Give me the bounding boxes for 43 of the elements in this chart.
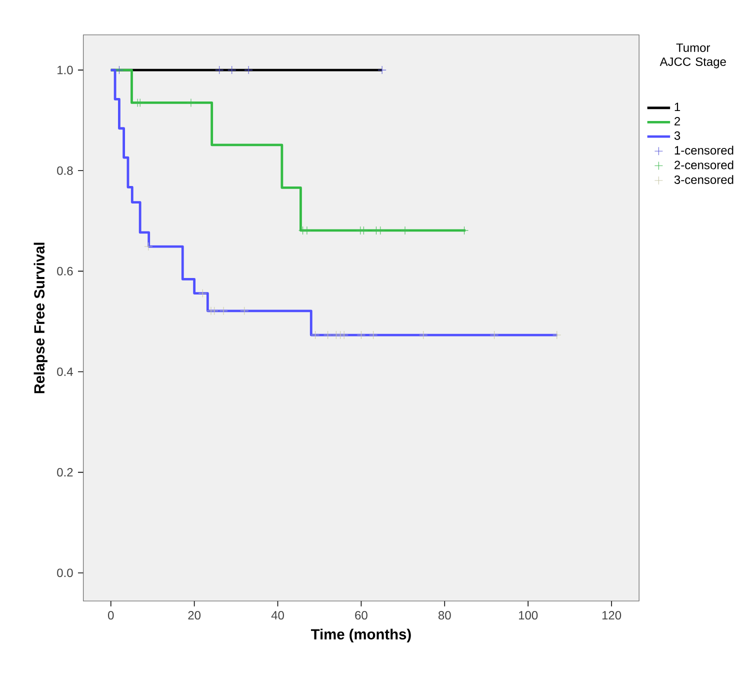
x-axis-title: Time (months) <box>310 628 411 642</box>
x-tick-label: 60 <box>355 611 368 620</box>
legend-label: 2 <box>674 116 680 126</box>
point <box>219 306 228 316</box>
legend-label: 3-censored <box>674 175 734 184</box>
x-tick-label: 0 <box>108 611 114 620</box>
legend-label: 2-censored <box>674 160 734 170</box>
point <box>324 330 332 340</box>
point <box>114 66 124 74</box>
x-tick-label: 40 <box>271 611 284 620</box>
point <box>210 306 219 316</box>
point <box>244 66 253 74</box>
legend-label: 1-censored <box>674 146 734 155</box>
point <box>419 330 428 340</box>
point <box>340 330 348 340</box>
x-tick-label: 80 <box>438 611 451 620</box>
point <box>144 242 153 251</box>
y-tick-label: 0.0 <box>57 568 73 578</box>
x-tick-label: 120 <box>602 611 622 620</box>
point <box>378 66 386 74</box>
y-tick-label: 1.0 <box>58 66 73 74</box>
legend-title: Tumor AJCC Stage <box>660 44 726 68</box>
point <box>228 66 236 74</box>
point <box>356 330 366 340</box>
y-tick-label: 0.8 <box>57 166 73 175</box>
legend-label: 1 <box>674 102 680 111</box>
point <box>460 226 469 235</box>
point <box>400 226 410 235</box>
y-axis-title: Relapse Free Survival <box>34 242 48 394</box>
point <box>186 98 196 108</box>
y-tick-label: 0.4 <box>57 367 73 376</box>
legend-label: 3 <box>674 131 680 140</box>
point <box>311 330 320 340</box>
point <box>490 330 499 340</box>
point <box>198 289 207 298</box>
point <box>552 330 562 340</box>
y-tick-label: 0.6 <box>57 266 73 276</box>
point <box>215 66 224 74</box>
x-tick-label: 20 <box>188 611 201 620</box>
point <box>240 306 249 316</box>
y-tick-label: 0.2 <box>57 468 73 477</box>
x-tick-label: 100 <box>519 611 538 620</box>
point <box>369 330 378 340</box>
